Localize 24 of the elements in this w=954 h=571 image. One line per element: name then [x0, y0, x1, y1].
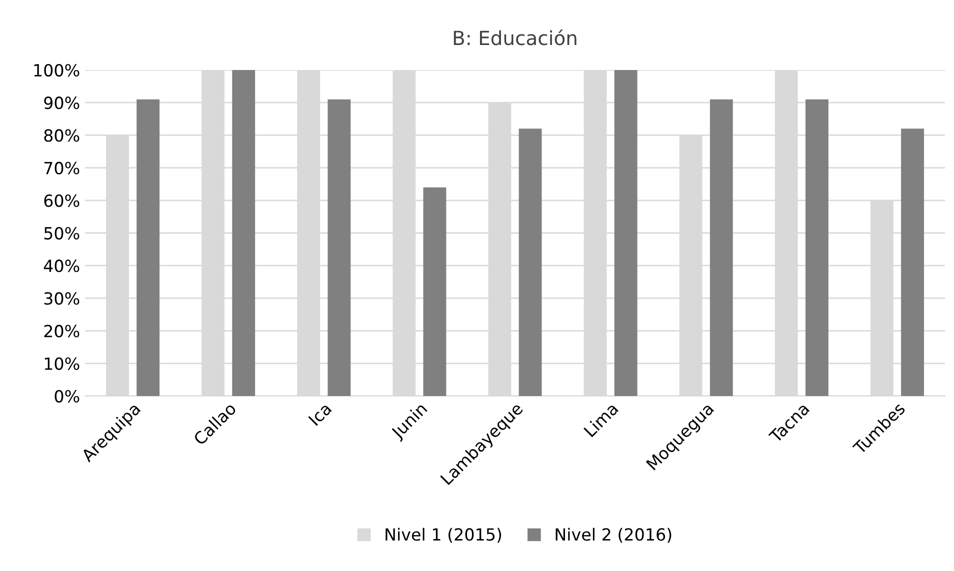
- y-tick-label: 90%: [44, 96, 80, 110]
- y-tick-label: 80%: [44, 129, 80, 142]
- y-tick-label: 60%: [44, 194, 80, 207]
- legend-label: Nivel 1 (2015): [386, 528, 502, 543]
- bar: [710, 99, 733, 396]
- y-tick-label: 10%: [44, 357, 80, 370]
- bar: [901, 128, 924, 396]
- bar: [136, 99, 160, 396]
- bar: [805, 99, 828, 396]
- y-tick-label: 40%: [44, 260, 80, 272]
- y-tick-label: 100%: [34, 64, 80, 77]
- y-tick-label: 30%: [44, 292, 80, 305]
- y-tick-label: 70%: [44, 162, 80, 174]
- chart-title: B: Educación: [454, 29, 576, 46]
- y-tick-label: 20%: [44, 324, 80, 338]
- bar: [232, 70, 256, 396]
- bar: [518, 128, 542, 396]
- y-tick-label: 50%: [44, 226, 80, 240]
- y-tick-label: 0%: [54, 390, 80, 403]
- legend-label: Nivel 2 (2016): [556, 528, 672, 543]
- bar: [423, 187, 446, 396]
- bar: [614, 70, 638, 396]
- bar: [328, 99, 351, 396]
- x-tick-label: Ica: [308, 402, 332, 426]
